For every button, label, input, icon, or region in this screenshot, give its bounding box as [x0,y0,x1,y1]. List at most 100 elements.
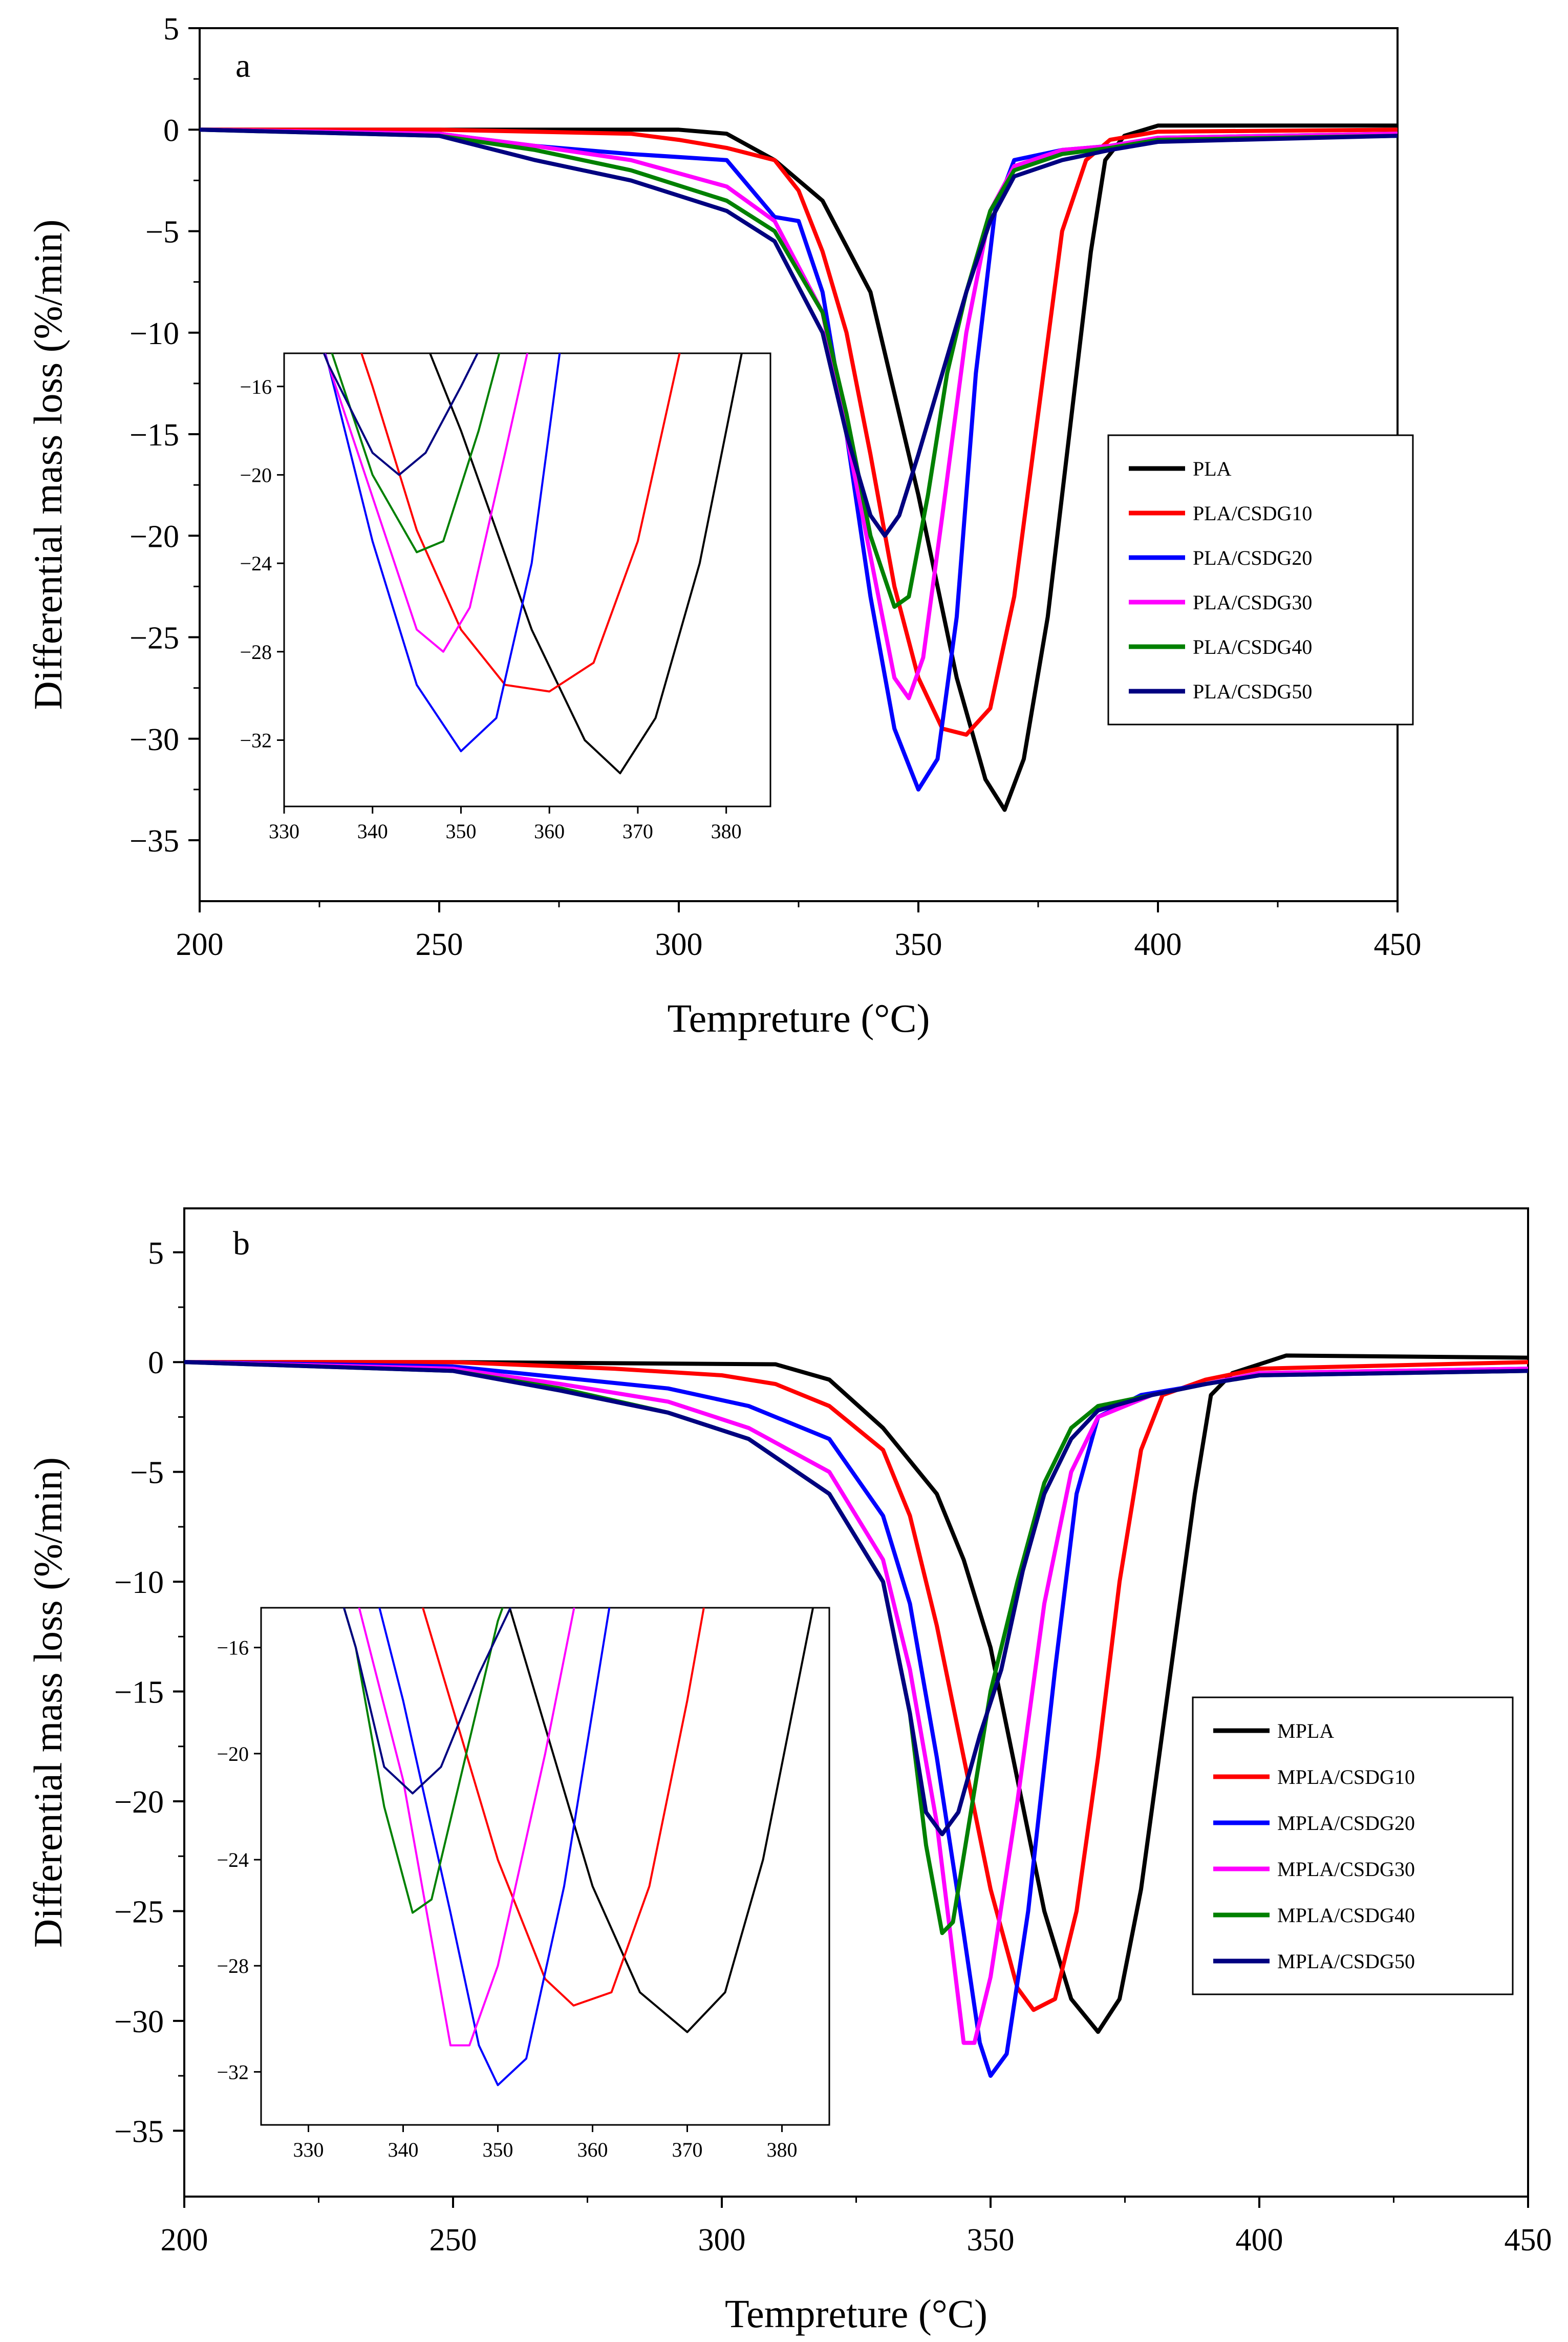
legend-label: MPLA/CSDG40 [1277,1904,1415,1927]
y-tick-label: −35 [114,2114,164,2149]
inset-series-line-mpla-csdg50 [342,1608,512,1795]
inset-y-tick-label: −20 [240,463,272,486]
inset-y-tick-label: −16 [240,375,272,398]
x-tick-label: 400 [1236,2223,1283,2258]
inset-x-tick-label: 340 [357,820,388,843]
series-line-pla-csdg10 [200,127,1398,737]
x-axis-title: Tempreture (°C) [725,2291,987,2336]
inset-x-tick-label: 360 [577,2138,608,2161]
inset-chart: 330 340 350 360 370 380 −16 −20 −24 −28 −32 [217,1607,830,2161]
series-line-pla-csdg40 [200,127,1398,609]
x-tick-label: 450 [1505,2223,1552,2258]
inset-series-line-pla-csdg30 [324,353,529,653]
y-tick-label: 5 [163,12,179,47]
x-tick-label: 300 [655,927,703,962]
legend-frame [1107,434,1414,726]
series-line-mpla [184,1353,1528,2034]
legend-label: PLA/CSDG30 [1193,591,1312,614]
y-tick-label: 0 [148,1346,164,1380]
inset-frame [260,1607,830,2126]
inset-x-tick-label: 350 [483,2138,513,2161]
inset-y-tick-label: −28 [217,1954,249,1977]
inset-x-tick-label: 350 [445,820,476,843]
inset-y-tick-label: −32 [217,2060,249,2083]
inset-x-tick-label: 380 [711,820,742,843]
inset-x-tick-label: 360 [534,820,565,843]
x-tick-label: 350 [967,2223,1015,2258]
legend-label: PLA/CSDG50 [1193,680,1312,703]
y-tick-label: −20 [130,519,179,554]
legend-label: PLA/CSDG10 [1193,502,1312,525]
series-line-pla [200,123,1398,812]
legend-label: PLA [1193,457,1232,480]
inset-x-tick-label: 330 [269,820,299,843]
legend-label: MPLA/CSDG10 [1277,1765,1415,1789]
inset-series-line-pla-csdg50 [323,353,479,476]
panel-letter: b [233,1225,250,1262]
inset-series-line-mpla [508,1608,814,2033]
legend-label: MPLA/CSDG50 [1277,1950,1415,1973]
legend: MPLA MPLA/CSDG10 MPLA/CSDG20 MPLA/CSDG30 MPL… [1192,1696,1514,1995]
inset-x-tick-label: 330 [293,2138,324,2161]
inset-x-tick-label: 370 [672,2138,703,2161]
inset-y-tick-label: −16 [217,1636,249,1659]
inset-x-tick-label: 370 [622,820,653,843]
x-tick-label: 450 [1374,927,1422,962]
y-axis-title: Differential mass loss (%/min) [26,1457,70,1948]
inset-series-line-pla-csdg10 [360,353,681,693]
inset-chart: 330 340 350 360 370 380 −16 −20 −24 −28 −32 [240,352,771,843]
y-tick-label: −5 [130,1456,164,1491]
inset-series-line-pla-csdg20 [324,353,561,753]
x-tick-label: 250 [416,927,463,962]
x-tick-label: 200 [161,2223,208,2258]
inset-x-tick-label: 340 [388,2138,419,2161]
inset-y-tick-label: −24 [240,552,272,575]
y-tick-label: −30 [130,722,179,757]
inset-x-tick-label: 380 [767,2138,798,2161]
legend-label: PLA/CSDG40 [1193,635,1312,658]
y-tick-label: −15 [130,418,179,453]
legend-label: PLA/CSDG20 [1193,546,1312,569]
y-tick-label: −5 [145,215,179,250]
inset-series-line-mpla-csdg30 [358,1608,575,2047]
series-line-pla-csdg30 [200,127,1398,700]
legend-label: MPLA/CSDG20 [1277,1812,1415,1835]
inset-y-tick-label: −24 [217,1848,249,1871]
series-line-mpla-csdg50 [184,1360,1528,1837]
inset-series-line-mpla-csdg40 [342,1608,504,1914]
inset-series-group [342,1608,814,2086]
inset-series-line-mpla-csdg10 [421,1608,705,2007]
y-tick-label: −25 [130,621,179,656]
series-line-mpla-csdg10 [184,1360,1528,2012]
legend-frame [1192,1696,1514,1995]
legend: PLA PLA/CSDG10 PLA/CSDG20 PLA/CSDG30 PLA/CSD… [1107,434,1414,726]
inset-y-tick-label: −32 [240,729,272,752]
panel-a: a 200 250 300 350 400 450 5 0 −5 −10 −15 −20 −25 −30 −3… [26,12,1422,1040]
x-tick-label: 200 [176,927,224,962]
y-tick-label: −10 [130,316,179,351]
y-tick-label: −20 [114,1785,164,1820]
y-axis-title: Differential mass loss (%/min) [26,219,70,710]
legend-label: MPLA [1277,1719,1334,1742]
inset-series-line-pla [428,353,743,775]
series-line-pla-csdg50 [200,127,1398,538]
y-tick-label: −30 [114,2005,164,2039]
series-group [200,123,1398,812]
y-tick-label: −15 [114,1675,164,1710]
inset-y-tick-label: −20 [217,1742,249,1765]
series-line-mpla-csdg30 [184,1360,1528,2045]
legend-label: MPLA/CSDG30 [1277,1858,1415,1881]
y-tick-label: −35 [130,824,179,859]
y-tick-label: −10 [114,1565,164,1600]
inset-series-line-pla-csdg40 [331,353,501,553]
x-tick-label: 250 [429,2223,477,2258]
x-tick-label: 350 [895,927,942,962]
x-axis-title: Tempreture (°C) [667,996,930,1040]
inset-series-line-mpla-csdg20 [378,1608,611,2086]
series-group [184,1353,1528,2078]
y-tick-label: 0 [163,113,179,148]
panel-b: b 200 250 300 350 400 450 5 0 −5 −10 −15 −20 −25 −30 −3… [26,1207,1552,2336]
x-tick-label: 400 [1134,927,1182,962]
x-tick-label: 300 [698,2223,746,2258]
